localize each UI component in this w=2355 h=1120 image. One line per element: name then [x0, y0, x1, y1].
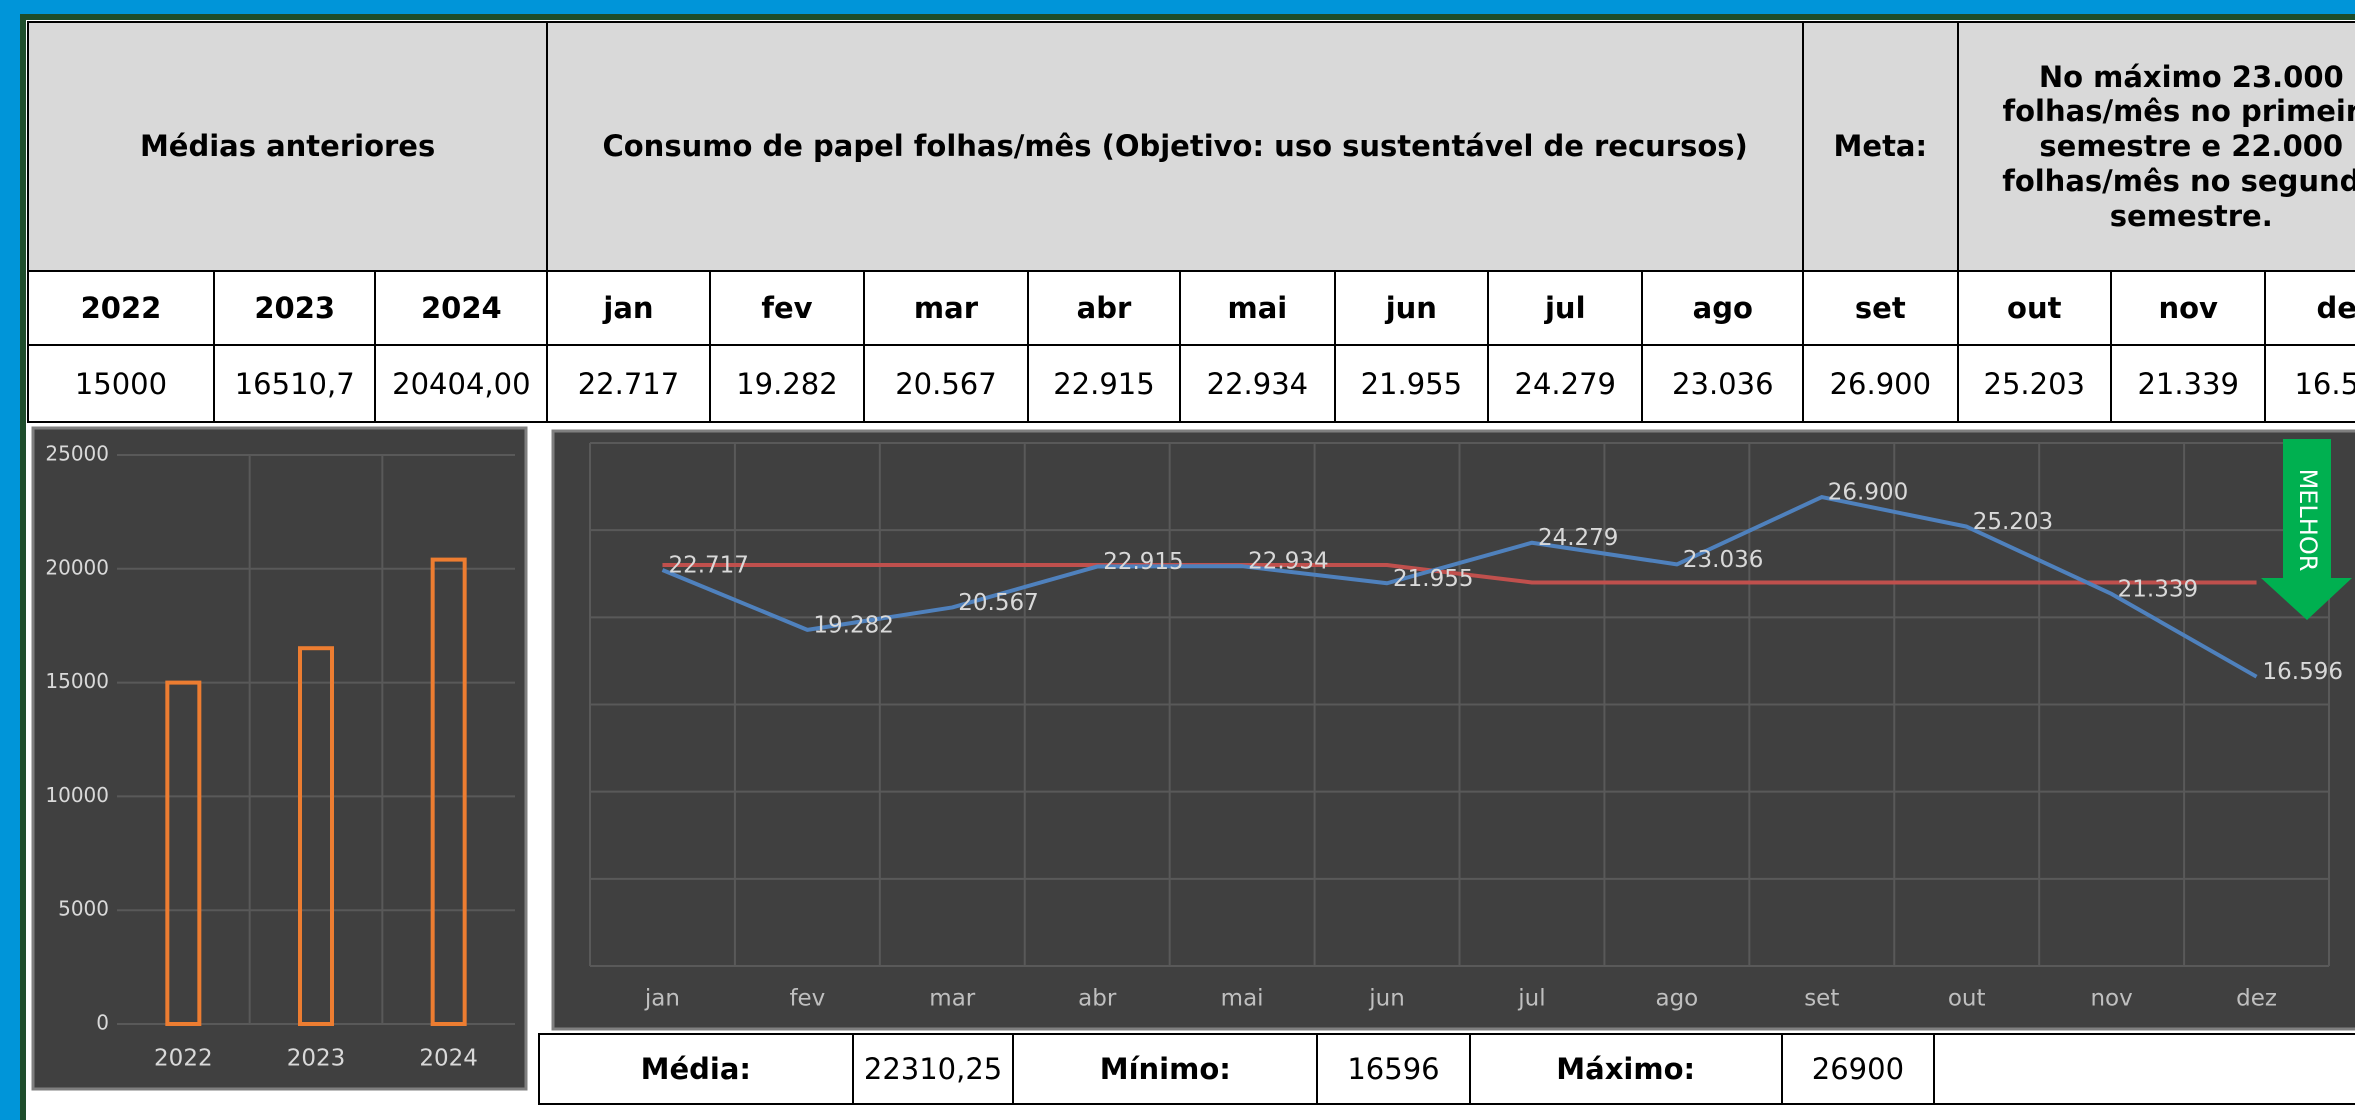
header-cell: No máximo 23.000 folhas/mês no primeiro …: [1956, 21, 2355, 272]
line-series: [662, 563, 2257, 585]
x-tick-label: jan: [644, 986, 680, 1012]
data-label: 22.915: [1103, 549, 1183, 575]
summary-table: Média: 22310,25 Mínimo: 16596 Máximo: 26900: [538, 1033, 2355, 1105]
value-cell: 16.596: [2264, 344, 2355, 423]
data-label: 25.203: [1973, 509, 2053, 535]
value-cell: 19.282: [708, 344, 866, 423]
x-tick-label: abr: [1078, 986, 1117, 1012]
summary-row: Média: 22310,25 Mínimo: 16596 Máximo: 26900: [538, 1033, 2355, 1105]
chart-panel: [31, 426, 528, 1091]
y-tick-label: 15000: [45, 669, 109, 693]
x-tick-label: jul: [1517, 986, 1545, 1012]
column-cell: abr: [1026, 270, 1182, 346]
header-cell: Meta:: [1802, 21, 1959, 272]
x-tick-label: ago: [1655, 986, 1698, 1012]
column-cell: mar: [863, 270, 1029, 346]
data-label: 23.036: [1683, 547, 1763, 573]
y-tick-label: 0: [96, 1011, 109, 1035]
value-cell: 20.567: [863, 344, 1029, 423]
data-label: 24.279: [1538, 525, 1618, 551]
x-tick-label: fev: [789, 986, 825, 1012]
bar: [298, 646, 334, 1027]
line-series: [661, 495, 2258, 679]
y-tick-label: 10000: [45, 783, 109, 807]
column-row: 2022 2023 2024 jan fev mar abr mai jun jul ago set o…: [27, 270, 2355, 346]
summary-label: Máximo:: [1468, 1033, 1783, 1105]
y-tick-label: 25000: [45, 442, 109, 466]
value-cell: 20404,00: [374, 344, 549, 423]
summary-label: Mínimo:: [1012, 1033, 1319, 1105]
x-tick-label: mar: [929, 986, 975, 1012]
value-cell: 21.339: [2109, 344, 2267, 423]
header-row: Médias anteriores Consumo de papel folhas…: [26, 21, 2355, 272]
chart-panel: [551, 429, 2355, 1031]
x-tick-label: mai: [1221, 986, 1264, 1012]
annotation: MELHOR: [2294, 469, 2322, 572]
data-label: 21.955: [1393, 566, 1473, 592]
header-cell: Médias anteriores: [26, 21, 549, 272]
column-cell: jun: [1333, 270, 1490, 346]
value-cell: 23.036: [1641, 344, 1805, 423]
header-cell: Consumo de papel folhas/mês (Objetivo: u…: [546, 21, 1805, 272]
x-tick-label: 2024: [419, 1046, 478, 1072]
data-label: 21.339: [2118, 576, 2198, 602]
column-cell: jan: [546, 270, 711, 346]
value-cell: 26.900: [1802, 344, 1959, 423]
bar: [165, 680, 202, 1026]
x-tick-label: jun: [1368, 986, 1405, 1012]
column-cell: jul: [1487, 270, 1644, 346]
column-cell: mai: [1179, 270, 1336, 346]
value-cell: 22.915: [1026, 344, 1182, 423]
data-table: Médias anteriores Consumo de papel folhas…: [26, 21, 2355, 423]
data-label: 26.900: [1828, 480, 1908, 506]
x-tick-label: nov: [2090, 986, 2132, 1012]
value-cell: 15000: [27, 344, 215, 423]
column-cell: set: [1802, 270, 1959, 346]
column-cell: 2024: [374, 270, 549, 346]
summary-empty: [1933, 1033, 2355, 1105]
value-cell: 22.934: [1179, 344, 1336, 423]
data-label: 22.717: [668, 552, 748, 578]
data-label: 16.596: [2263, 659, 2343, 685]
data-label: 20.567: [958, 590, 1038, 616]
column-cell: out: [1956, 270, 2112, 346]
x-tick-label: dez: [2236, 986, 2277, 1012]
column-cell: ago: [1641, 270, 1805, 346]
bar: [430, 557, 467, 1027]
data-label: 22.934: [1248, 549, 1328, 575]
x-tick-label: set: [1804, 986, 1839, 1012]
arrow: [2261, 439, 2352, 620]
x-tick-label: 2023: [287, 1046, 346, 1072]
value-cell: 22.717: [546, 344, 711, 423]
column-cell: nov: [2109, 270, 2267, 346]
column-cell: 2022: [27, 270, 215, 346]
value-cell: 24.279: [1487, 344, 1644, 423]
summary-value: 22310,25: [851, 1033, 1015, 1105]
x-tick-label: out: [1948, 986, 1986, 1012]
column-cell: dez: [2264, 270, 2355, 346]
value-row: 15000 16510,7 20404,00 22.717 19.282 20.567 22…: [27, 344, 2355, 423]
value-cell: 21.955: [1333, 344, 1490, 423]
column-cell: fev: [708, 270, 866, 346]
column-cell: 2023: [212, 270, 377, 346]
summary-value: 16596: [1316, 1033, 1471, 1105]
y-tick-label: 5000: [58, 897, 109, 921]
x-tick-label: 2022: [154, 1046, 213, 1072]
value-cell: 25.203: [1956, 344, 2112, 423]
y-tick-label: 20000: [45, 555, 109, 579]
value-cell: 16510,7: [212, 344, 377, 423]
data-label: 19.282: [813, 612, 893, 638]
